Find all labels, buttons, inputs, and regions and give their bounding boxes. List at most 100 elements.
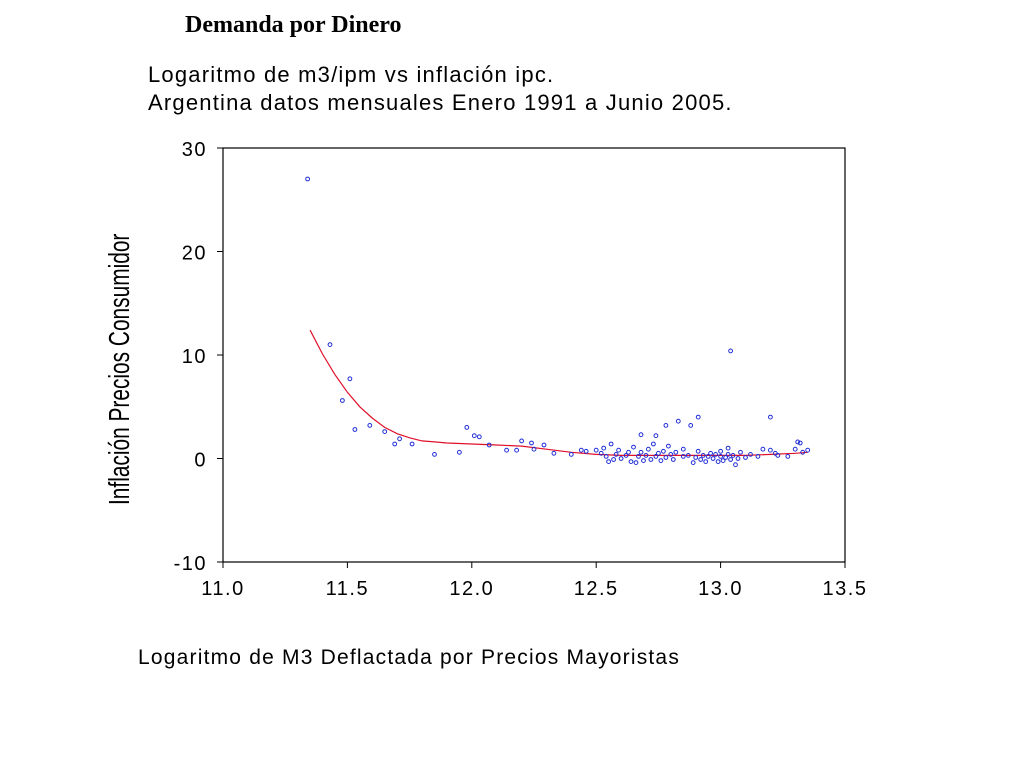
data-point: [720, 458, 726, 464]
y-tick-label: 30: [182, 139, 207, 161]
data-point: [805, 447, 811, 453]
data-point: [651, 441, 656, 447]
data-point: [628, 459, 634, 465]
data-point: [708, 450, 713, 456]
data-point: [327, 342, 333, 348]
data-point: [529, 440, 534, 446]
data-point: [693, 455, 699, 460]
page-heading: Demanda por Dinero: [185, 12, 402, 38]
data-point: [608, 441, 614, 447]
data-point: [673, 449, 679, 455]
data-point: [680, 446, 686, 452]
data-point: [775, 453, 781, 458]
data-point: [768, 447, 773, 453]
data-point: [641, 458, 646, 464]
data-point: [705, 454, 711, 459]
data-point: [643, 453, 649, 458]
data-point: [504, 447, 510, 453]
data-point: [616, 447, 621, 453]
data-point: [715, 459, 721, 465]
data-point: [382, 429, 388, 435]
plot-frame: [222, 147, 846, 563]
data-point: [718, 454, 723, 459]
data-point: [531, 446, 537, 452]
data-point: [733, 462, 738, 468]
x-tick-label: 13.5: [823, 578, 868, 600]
data-point: [633, 460, 639, 466]
data-point: [792, 446, 798, 452]
data-point: [668, 452, 674, 457]
data-point: [367, 423, 373, 428]
chart-subtitle: Argentina datos mensuales Enero 1991 a J…: [148, 90, 733, 115]
data-point: [710, 456, 716, 461]
data-point: [638, 432, 644, 438]
y-tick-label: 10: [182, 346, 207, 368]
data-point: [695, 448, 701, 454]
data-point: [690, 460, 696, 466]
data-point: [476, 434, 482, 440]
data-point: [700, 453, 706, 458]
data-point: [663, 423, 669, 428]
data-point: [464, 425, 470, 430]
x-tick-label: 12.5: [574, 578, 619, 600]
data-point: [638, 449, 644, 455]
data-point: [648, 457, 654, 462]
data-point: [666, 443, 671, 449]
data-point: [611, 457, 616, 462]
data-point: [646, 446, 651, 452]
data-point: [713, 452, 718, 457]
data-point: [685, 453, 691, 458]
x-tick-label: 11.0: [201, 578, 244, 600]
data-point: [583, 448, 589, 454]
data-point: [730, 453, 736, 458]
fitted-curve-layer: [309, 329, 808, 456]
data-point: [514, 447, 519, 453]
data-point: [601, 445, 607, 451]
data-point: [680, 454, 686, 459]
data-point: [352, 427, 358, 432]
x-tick-label: 11.5: [326, 578, 369, 600]
data-point: [347, 376, 353, 382]
data-point: [755, 454, 761, 459]
y-tick-label: -10: [174, 553, 207, 575]
data-point: [519, 438, 524, 444]
data-point: [797, 440, 803, 446]
data-point: [578, 447, 584, 453]
data-point: [486, 442, 492, 448]
data-point: [760, 446, 766, 452]
axis-ticks: 11.0 11.5 12.0 12.5 13.0 13.5 30 20 10 0 -10: [174, 139, 868, 600]
data-point: [656, 450, 661, 456]
data-point: [606, 459, 611, 465]
data-point: [768, 414, 773, 420]
data-point: [688, 423, 694, 428]
data-point: [653, 454, 659, 459]
data-point: [723, 455, 728, 460]
data-point: [728, 457, 733, 462]
data-point: [623, 453, 629, 458]
data-point: [432, 452, 437, 457]
data-point: [703, 459, 709, 465]
y-axis-label: Inflación Precios Consumidor: [104, 234, 136, 505]
data-point: [409, 441, 415, 447]
data-point: [457, 449, 462, 455]
data-point: [397, 436, 403, 442]
data-point: [603, 454, 609, 459]
x-tick-label: 12.0: [449, 578, 494, 600]
data-point: [551, 450, 557, 456]
data-point: [785, 454, 791, 459]
data-point: [636, 454, 641, 459]
x-axis-label: Logaritmo de M3 Deflactada por Precios M…: [138, 646, 680, 669]
data-point: [598, 450, 604, 456]
data-point: [728, 348, 733, 354]
x-tick-label: 13.0: [698, 578, 743, 600]
chart-title: Logaritmo de m3/ipm vs inflación ipc.: [148, 62, 555, 87]
data-point: [748, 452, 753, 457]
data-point: [658, 458, 664, 464]
data-point: [718, 448, 723, 454]
data-point: [725, 452, 731, 457]
data-point: [631, 444, 636, 450]
data-points-layer: [305, 176, 811, 468]
data-point: [392, 441, 398, 447]
data-point: [725, 445, 731, 451]
